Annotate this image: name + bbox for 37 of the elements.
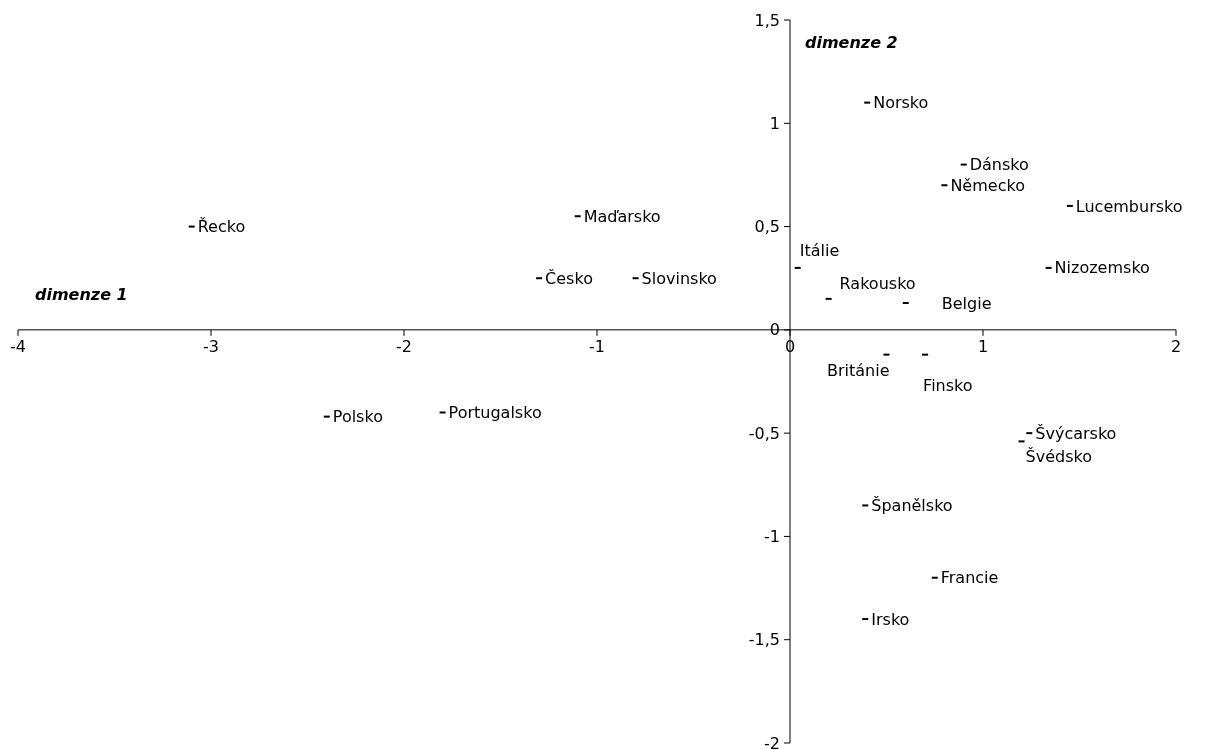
x-tick-label: -2 [396, 336, 412, 356]
x-tick-label: 0 [784, 336, 796, 356]
series-label: Francie [940, 568, 999, 588]
series-label: Itálie [799, 241, 840, 261]
y-tick-label: -1 [764, 527, 780, 547]
y-tick-label: -0,5 [748, 423, 780, 443]
y-tick-label: 1,5 [754, 10, 780, 30]
x-tick-label: -3 [203, 336, 219, 356]
series-label: Nizozemsko [1054, 258, 1150, 278]
x-tick-label: -1 [589, 336, 605, 356]
series-label: Česko [545, 268, 593, 288]
series-label: Německo [950, 175, 1025, 195]
series-label: Rakousko [839, 274, 916, 294]
y-tick-label: -2 [764, 733, 780, 749]
series-label: Lucembursko [1075, 196, 1183, 216]
x-axis-title: dimenze 1 [35, 284, 128, 304]
x-tick-label: -4 [10, 336, 26, 356]
text: Belgie [941, 293, 992, 313]
y-tick-label: -1,5 [748, 630, 780, 650]
series-label: Švýcarsko [1035, 423, 1117, 443]
series-label: Británie [826, 361, 890, 381]
y-tick-label: 1 [769, 113, 780, 133]
series-label: Norsko [873, 93, 929, 113]
series-label: Španělsko [871, 496, 953, 516]
series-label: Irsko [871, 609, 910, 629]
series-label: Finsko [923, 376, 973, 396]
series-label: Polsko [332, 407, 383, 427]
y-tick-label: 0,5 [754, 217, 780, 237]
x-tick-label: 1 [977, 336, 989, 356]
series-label: Portugalsko [448, 403, 542, 423]
series-label: Slovinsko [641, 268, 717, 288]
series-label: Dánsko [969, 155, 1029, 175]
series-label: Švédsko [1025, 447, 1093, 467]
series-label: Řecko [197, 217, 246, 237]
y-axis-title: dimenze 2 [805, 33, 898, 52]
x-tick-label: 2 [1170, 336, 1182, 356]
series-label: Maďarsko [583, 206, 661, 226]
